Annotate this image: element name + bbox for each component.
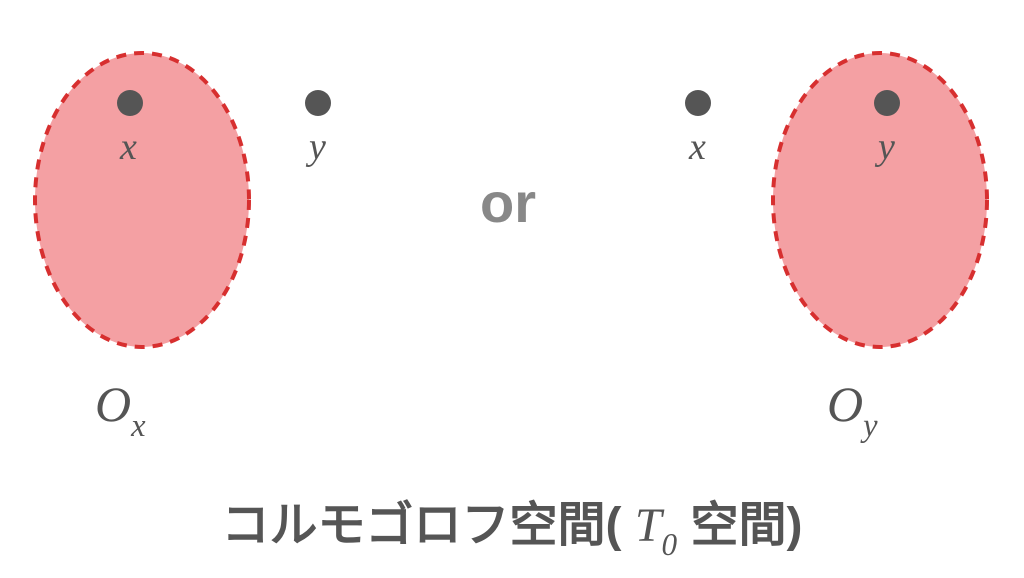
left-set-label-main: O [95,376,131,432]
caption-prefix: コルモゴロフ空間( [222,499,635,552]
right-point-x-label: x [689,125,706,169]
left-set-label: Ox [95,375,146,441]
right-point-y-dot [874,90,900,116]
left-point-x-label: x [120,125,137,169]
left-point-y-dot [305,90,331,116]
right-point-y-label: y [878,125,895,169]
right-set-label-sub: y [863,408,877,444]
or-text: or [480,170,536,235]
right-point-x-dot [685,90,711,116]
left-ellipse [32,50,252,350]
caption-math-sub: 0 [662,527,678,562]
right-set-label: Oy [827,375,878,441]
caption-math-main: T [635,499,662,552]
caption-math: T0 [635,499,677,552]
left-set-label-sub: x [131,408,145,444]
left-point-x-dot [117,90,143,116]
caption: コルモゴロフ空間( T0 空間) [0,485,1024,560]
right-set-label-main: O [827,376,863,432]
left-ellipse-svg [32,50,252,350]
left-point-y-label: y [309,125,326,169]
caption-suffix: 空間) [677,499,802,552]
